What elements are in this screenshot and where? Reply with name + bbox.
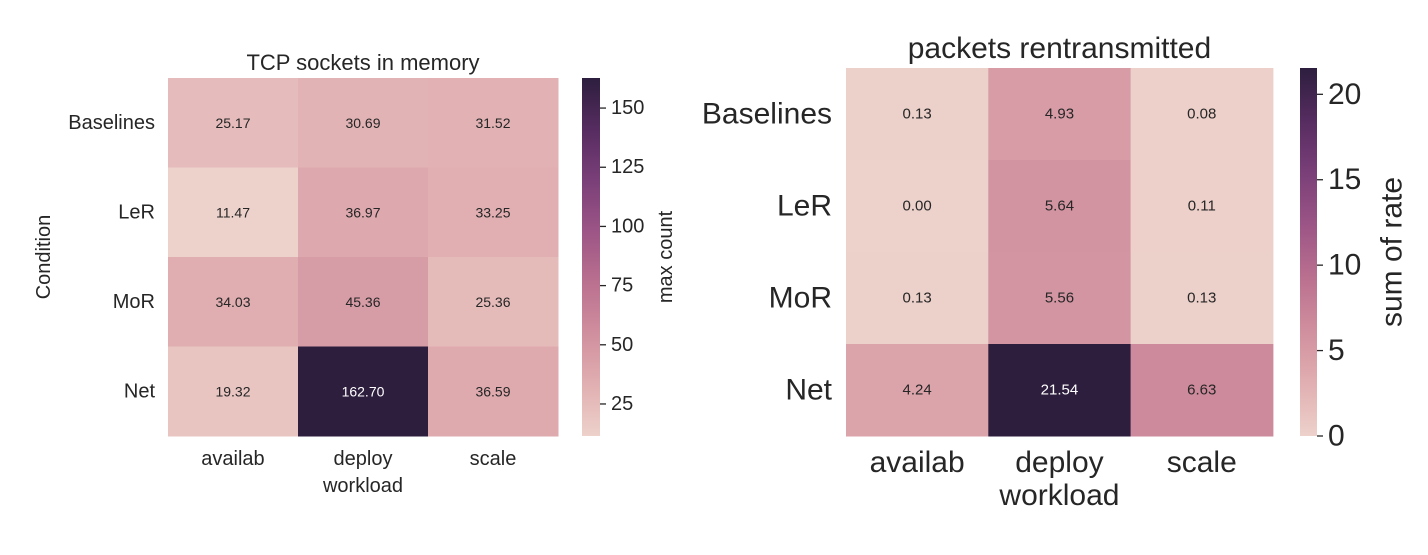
cell-value-label: 21.54 [1041,382,1079,399]
cell-value-label: 19.32 [215,383,250,399]
chart-title: TCP sockets in memory [246,50,479,75]
heatmap-cell [168,167,299,258]
x-tick-label: availab [870,446,965,479]
cell-value-label: 4.24 [903,382,932,399]
cell-value-label: 25.36 [475,294,510,310]
heatmap-cell [168,78,299,168]
cell-value-label: 0.13 [1187,290,1216,307]
colorbar-tick-label: 10 [1328,249,1361,282]
cell-value-label: 11.47 [216,204,250,220]
heatmap-cell [846,68,989,161]
cell-value-label: 36.59 [475,383,510,399]
cell-value-label: 0.13 [903,290,932,307]
heatmap-cell [1130,160,1274,253]
cell-value-label: 25.17 [215,115,250,131]
colorbar-tick-label: 15 [1328,163,1361,196]
x-tick-label: deploy [334,448,393,470]
colorbar-tick-label: 50 [611,334,633,356]
y-tick-label: LeR [118,201,155,223]
heatmap-cell [168,346,299,437]
heatmap-cell [1130,344,1274,437]
cell-value-label: 36.97 [345,204,380,220]
colorbar-label: sum of rate [1376,177,1409,327]
heatmap-cell [988,344,1132,437]
y-tick-label: Net [785,374,832,407]
chart-title: packets rentransmitted [908,32,1211,65]
colorbar-tick-label: 100 [611,215,644,237]
heatmap-cell [428,78,559,168]
x-tick-label: availab [201,448,264,470]
y-tick-label: Baselines [68,112,155,134]
cell-value-label: 0.11 [1188,198,1216,215]
cell-value-label: 6.63 [1187,382,1216,399]
colorbar-tick-label: 150 [611,97,644,119]
y-axis-label: Condition [33,215,55,300]
colorbar-tick-label: 0 [1328,420,1345,453]
heatmap-cell [168,257,299,347]
cell-value-label: 0.00 [903,198,932,215]
cell-value-label: 0.13 [903,106,932,123]
cell-value-label: 5.56 [1045,290,1074,307]
x-axis-label: workload [998,479,1119,512]
y-tick-label: LeR [777,190,832,223]
heatmap-cell [1130,252,1274,345]
colorbar [1300,68,1317,436]
heatmap-cell [298,167,429,258]
heatmap-cell [428,167,559,258]
cell-value-label: 0.08 [1187,106,1216,123]
heatmap-cell [298,257,429,347]
y-tick-label: MoR [769,282,832,315]
cell-value-label: 31.52 [475,115,510,131]
y-tick-label: MoR [113,291,155,313]
y-tick-label: Baselines [702,98,832,131]
x-axis-label: workload [322,475,403,497]
heatmap-cell [988,160,1132,253]
colorbar [582,78,600,436]
heatmap-cell [298,78,429,168]
cell-value-label: 162.70 [342,383,385,399]
colorbar-tick-label: 5 [1328,334,1345,367]
cell-value-label: 4.93 [1045,106,1074,123]
colorbar-tick-label: 25 [611,393,633,415]
colorbar-tick-label: 125 [611,156,644,178]
heatmap-cell [846,252,989,345]
cell-value-label: 5.64 [1045,198,1074,215]
heatmap-cell [846,160,989,253]
heatmap-cell [988,68,1132,161]
cell-value-label: 33.25 [475,204,510,220]
cell-value-label: 45.36 [345,294,380,310]
x-tick-label: scale [1167,446,1237,479]
cell-value-label: 34.03 [215,294,250,310]
heatmap-cell [298,346,429,437]
x-tick-label: scale [470,448,517,470]
x-tick-label: deploy [1015,446,1103,479]
colorbar-tick-label: 20 [1328,78,1361,111]
heatmap-cell [428,346,559,437]
y-tick-label: Net [124,380,156,402]
heatmap-cell [1130,68,1274,161]
cell-value-label: 30.69 [345,115,380,131]
heatmap-cell [428,257,559,347]
heatmap-cell [988,252,1132,345]
colorbar-label: max count [655,210,677,303]
colorbar-tick-label: 75 [611,275,633,297]
heatmap-cell [846,344,989,437]
